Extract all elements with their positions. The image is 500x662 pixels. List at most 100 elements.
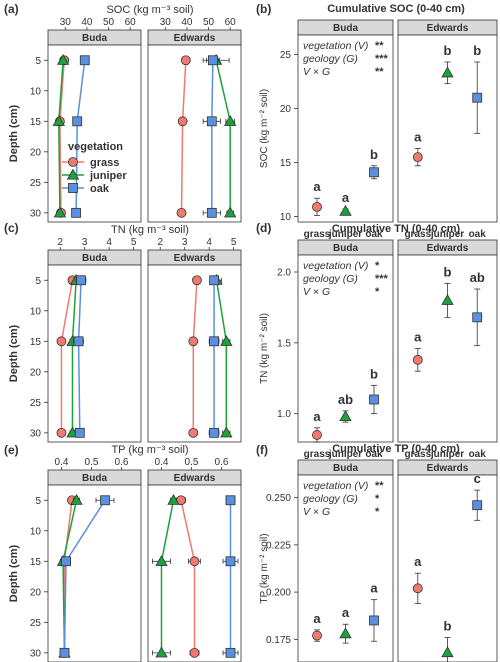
panel-tag: (a) (4, 2, 19, 16)
x-tick-label: 3 (182, 237, 188, 248)
chart-title: Cumulative SOC (0-40 cm) (327, 3, 465, 15)
x-tick-label: 30 (160, 17, 172, 28)
significance-letter: c (474, 471, 481, 486)
sig-stars: * (375, 286, 380, 298)
significance-letter: a (370, 581, 378, 596)
y-tick-label: 5 (35, 276, 41, 287)
facet-label: Buda (82, 253, 107, 264)
data-point-grass (189, 556, 200, 567)
y-axis-title: Depth (cm) (8, 324, 20, 382)
data-point-grass (176, 207, 187, 218)
chart-title: Cumulative TP (0-40 cm) (332, 443, 460, 455)
y-tick-label: 30 (30, 648, 42, 659)
sig-factor-label: vegetation (V) (303, 40, 368, 52)
facet-label: Buda (333, 243, 358, 254)
significance-letter: ab (338, 392, 353, 407)
category-tick-label: oak (469, 449, 487, 460)
category-tick-label: oak (365, 449, 383, 460)
data-point-juniper (441, 646, 454, 658)
cumulative-chart-0: (b) Cumulative SOC (0-40 cm) 10 15 20 25 SOC (… (256, 2, 498, 223)
y-tick-label: 25 (30, 398, 42, 409)
legend-key-juniper (66, 168, 80, 180)
x-axis-title: TN (kg m⁻³ soil) (111, 224, 189, 236)
data-point-juniper (223, 206, 237, 218)
x-axis-title: TP (kg m⁻³ soil) (111, 444, 188, 456)
legend-key-grass (68, 157, 78, 167)
significance-letter: a (313, 611, 321, 626)
data-point-grass (56, 427, 67, 438)
legend-label: oak (90, 183, 110, 195)
data-point-juniper (220, 334, 233, 346)
data-point-oak (209, 336, 219, 347)
sig-stars: ** (375, 66, 384, 78)
significance-letter: a (414, 129, 422, 144)
data-point-grass (312, 430, 322, 440)
x-tick-label: 0.4 (155, 457, 169, 468)
legend-label: grass (90, 157, 119, 169)
sig-stars: * (375, 260, 380, 272)
y-tick-label: 5 (35, 496, 41, 507)
x-tick-label: 60 (125, 17, 137, 28)
y-tick-label: 15 (30, 117, 42, 128)
category-tick-label: oak (365, 229, 383, 240)
y-tick-label: 0.250 (266, 493, 291, 504)
data-point-juniper (339, 204, 352, 216)
facet-label: Edwards (427, 243, 469, 254)
category-tick-label: juniper (430, 449, 464, 460)
x-axis-title: SOC (kg m⁻³ soil) (106, 4, 193, 16)
cumulative-chart-1: (d) Cumulative TN (0-40 cm) 1.0 1.5 2.0 TN (k… (256, 221, 498, 443)
y-tick-label: 1.5 (277, 338, 291, 349)
facet-label: Edwards (174, 33, 216, 44)
sig-stars: *** (375, 53, 389, 65)
x-tick-label: 40 (181, 17, 193, 28)
data-point-juniper (53, 206, 67, 218)
data-point-oak (79, 55, 90, 66)
y-tick-label: 10 (30, 86, 42, 97)
data-point-grass (189, 647, 200, 658)
data-point-oak (61, 556, 71, 567)
data-point-oak (209, 275, 219, 286)
x-tick-label: 0.6 (215, 457, 229, 468)
panel-tag: (d) (256, 221, 271, 235)
data-point-oak (225, 647, 236, 658)
data-point-grass (56, 336, 67, 347)
sig-factor-label: V × G (303, 286, 330, 298)
y-tick-label: 0.175 (266, 635, 291, 646)
x-tick-label: 60 (225, 17, 237, 28)
data-point-juniper (52, 114, 66, 126)
y-axis-title: Depth (cm) (8, 104, 20, 162)
category-tick-label: juniper (328, 449, 362, 460)
data-point-oak (72, 116, 83, 127)
data-point-oak (209, 427, 219, 438)
plot-panel (47, 264, 142, 443)
data-point-juniper (441, 294, 454, 305)
category-tick-label: grass (404, 229, 431, 240)
category-tick-label: grass (404, 449, 431, 460)
plot-panel (397, 474, 498, 662)
facet-label: Buda (333, 463, 358, 474)
significance-letter: b (370, 147, 378, 162)
data-point-grass (412, 354, 423, 365)
category-tick-label: grass (304, 229, 331, 240)
significance-letter: a (414, 330, 422, 345)
plot-panel (147, 264, 242, 443)
data-point-juniper (220, 426, 233, 438)
y-tick-label: 20 (280, 104, 292, 115)
legend-label: juniper (89, 170, 127, 182)
x-tick-label: 0.6 (115, 457, 129, 468)
x-tick-label: 2 (157, 237, 163, 248)
data-point-grass (192, 275, 202, 286)
y-axis-title: SOC (kg m⁻² soil) (259, 89, 270, 168)
data-point-juniper (56, 53, 70, 65)
data-point-grass (312, 201, 322, 212)
data-point-oak (59, 647, 70, 658)
y-tick-label: 15 (30, 557, 42, 568)
facet-label: Edwards (174, 253, 216, 264)
data-point-oak (207, 55, 218, 66)
data-point-oak (472, 500, 483, 511)
x-tick-label: 5 (131, 237, 137, 248)
x-tick-label: 40 (81, 17, 93, 28)
data-point-juniper (339, 410, 352, 422)
facet-label: Buda (333, 23, 358, 34)
